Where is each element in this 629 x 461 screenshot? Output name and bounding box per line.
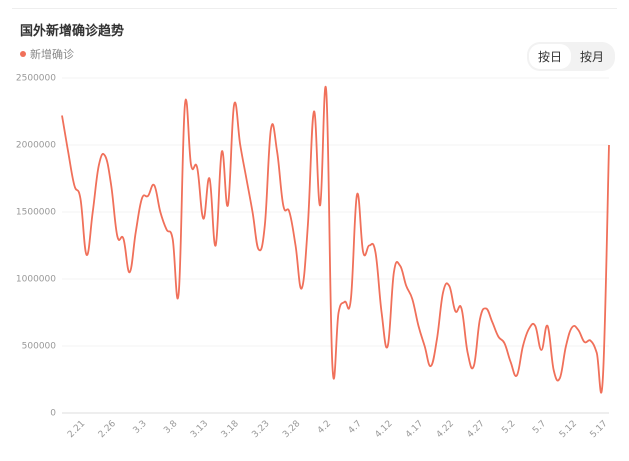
x-tick-label: 3.3 — [132, 419, 149, 436]
x-tick-label: 4.22 — [435, 419, 456, 440]
legend: 新增确诊 — [20, 46, 74, 62]
x-tick-label: 3.8 — [162, 419, 179, 436]
x-tick-label: 4.17 — [404, 419, 425, 440]
legend-marker — [20, 51, 26, 57]
toggle-day[interactable]: 按日 — [528, 44, 571, 69]
x-tick-label: 4.12 — [373, 419, 394, 440]
x-tick-label: 5.2 — [500, 419, 517, 436]
y-tick-label: 2500000 — [16, 74, 56, 84]
chart-title: 国外新增确诊趋势 — [20, 24, 125, 39]
x-tick-label: 3.13 — [189, 419, 210, 440]
x-tick-label: 5.17 — [588, 419, 609, 440]
y-tick-label: 500000 — [22, 342, 57, 352]
x-tick-label: 5.12 — [558, 419, 579, 440]
x-tick-label: 3.28 — [281, 419, 302, 440]
data-line — [61, 86, 610, 394]
x-tick-label: 5.7 — [531, 419, 548, 436]
y-tick-label: 1000000 — [16, 275, 56, 285]
toggle: 按日 按月 — [526, 42, 615, 71]
x-tick-label: 3.23 — [250, 419, 271, 440]
y-tick-label: 1500000 — [16, 208, 56, 218]
divider — [12, 8, 617, 9]
y-tick-label: 2000000 — [16, 141, 56, 151]
x-tick-label: 4.7 — [347, 419, 364, 436]
x-tick-label: 2.26 — [97, 419, 118, 440]
x-tick-label: 2.21 — [66, 419, 87, 440]
x-tick-label: 4.2 — [316, 419, 333, 436]
legend-label: 新增确诊 — [30, 48, 74, 61]
y-tick-label: 0 — [50, 409, 56, 419]
x-tick-label: 4.27 — [466, 419, 487, 440]
x-tick-label: 3.18 — [220, 419, 241, 440]
toggle-month[interactable]: 按月 — [579, 50, 604, 64]
